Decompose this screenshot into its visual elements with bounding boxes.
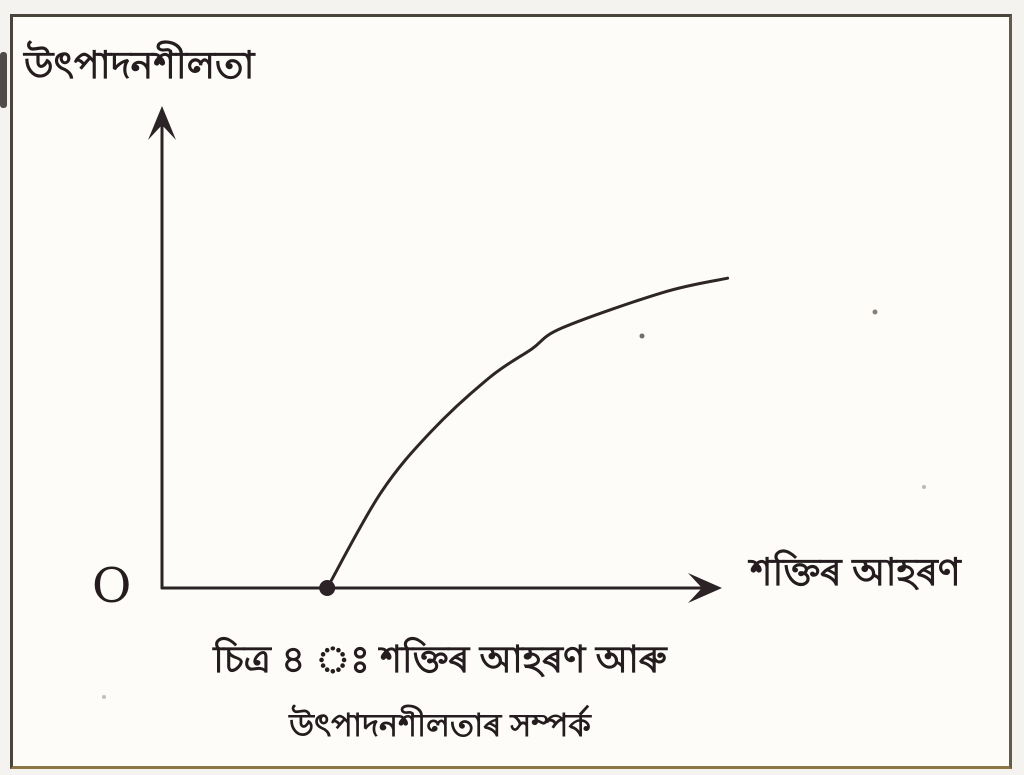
scan-speck: [102, 695, 106, 699]
curve-start-dot: [319, 580, 336, 596]
scan-speck: [872, 309, 878, 315]
figure-border: [10, 14, 1012, 769]
x-axis-arrow-icon: [688, 573, 722, 603]
scan-speck: [639, 333, 645, 339]
y-axis-arrow-icon: [148, 106, 176, 140]
figure-caption: চিত্ৰ ৪ ঃ শক্তিৰ আহৰণ আৰু উৎপাদনশীলতাৰ স…: [165, 630, 715, 754]
caption-line-2: উৎপাদনশীলতাৰ সম্পৰ্ক: [289, 707, 591, 743]
scan-speck: [922, 485, 926, 489]
caption-line-1: চিত্ৰ ৪ ঃ শক্তিৰ আহৰণ আৰু: [213, 639, 667, 680]
productivity-curve: [325, 276, 730, 590]
origin-label: O: [92, 558, 132, 614]
scan-edge-smudge: [0, 52, 7, 108]
x-axis-label: শক্তিৰ আহৰণ: [750, 552, 961, 594]
y-axis-label: উৎপাদনশীলতা: [24, 45, 255, 87]
